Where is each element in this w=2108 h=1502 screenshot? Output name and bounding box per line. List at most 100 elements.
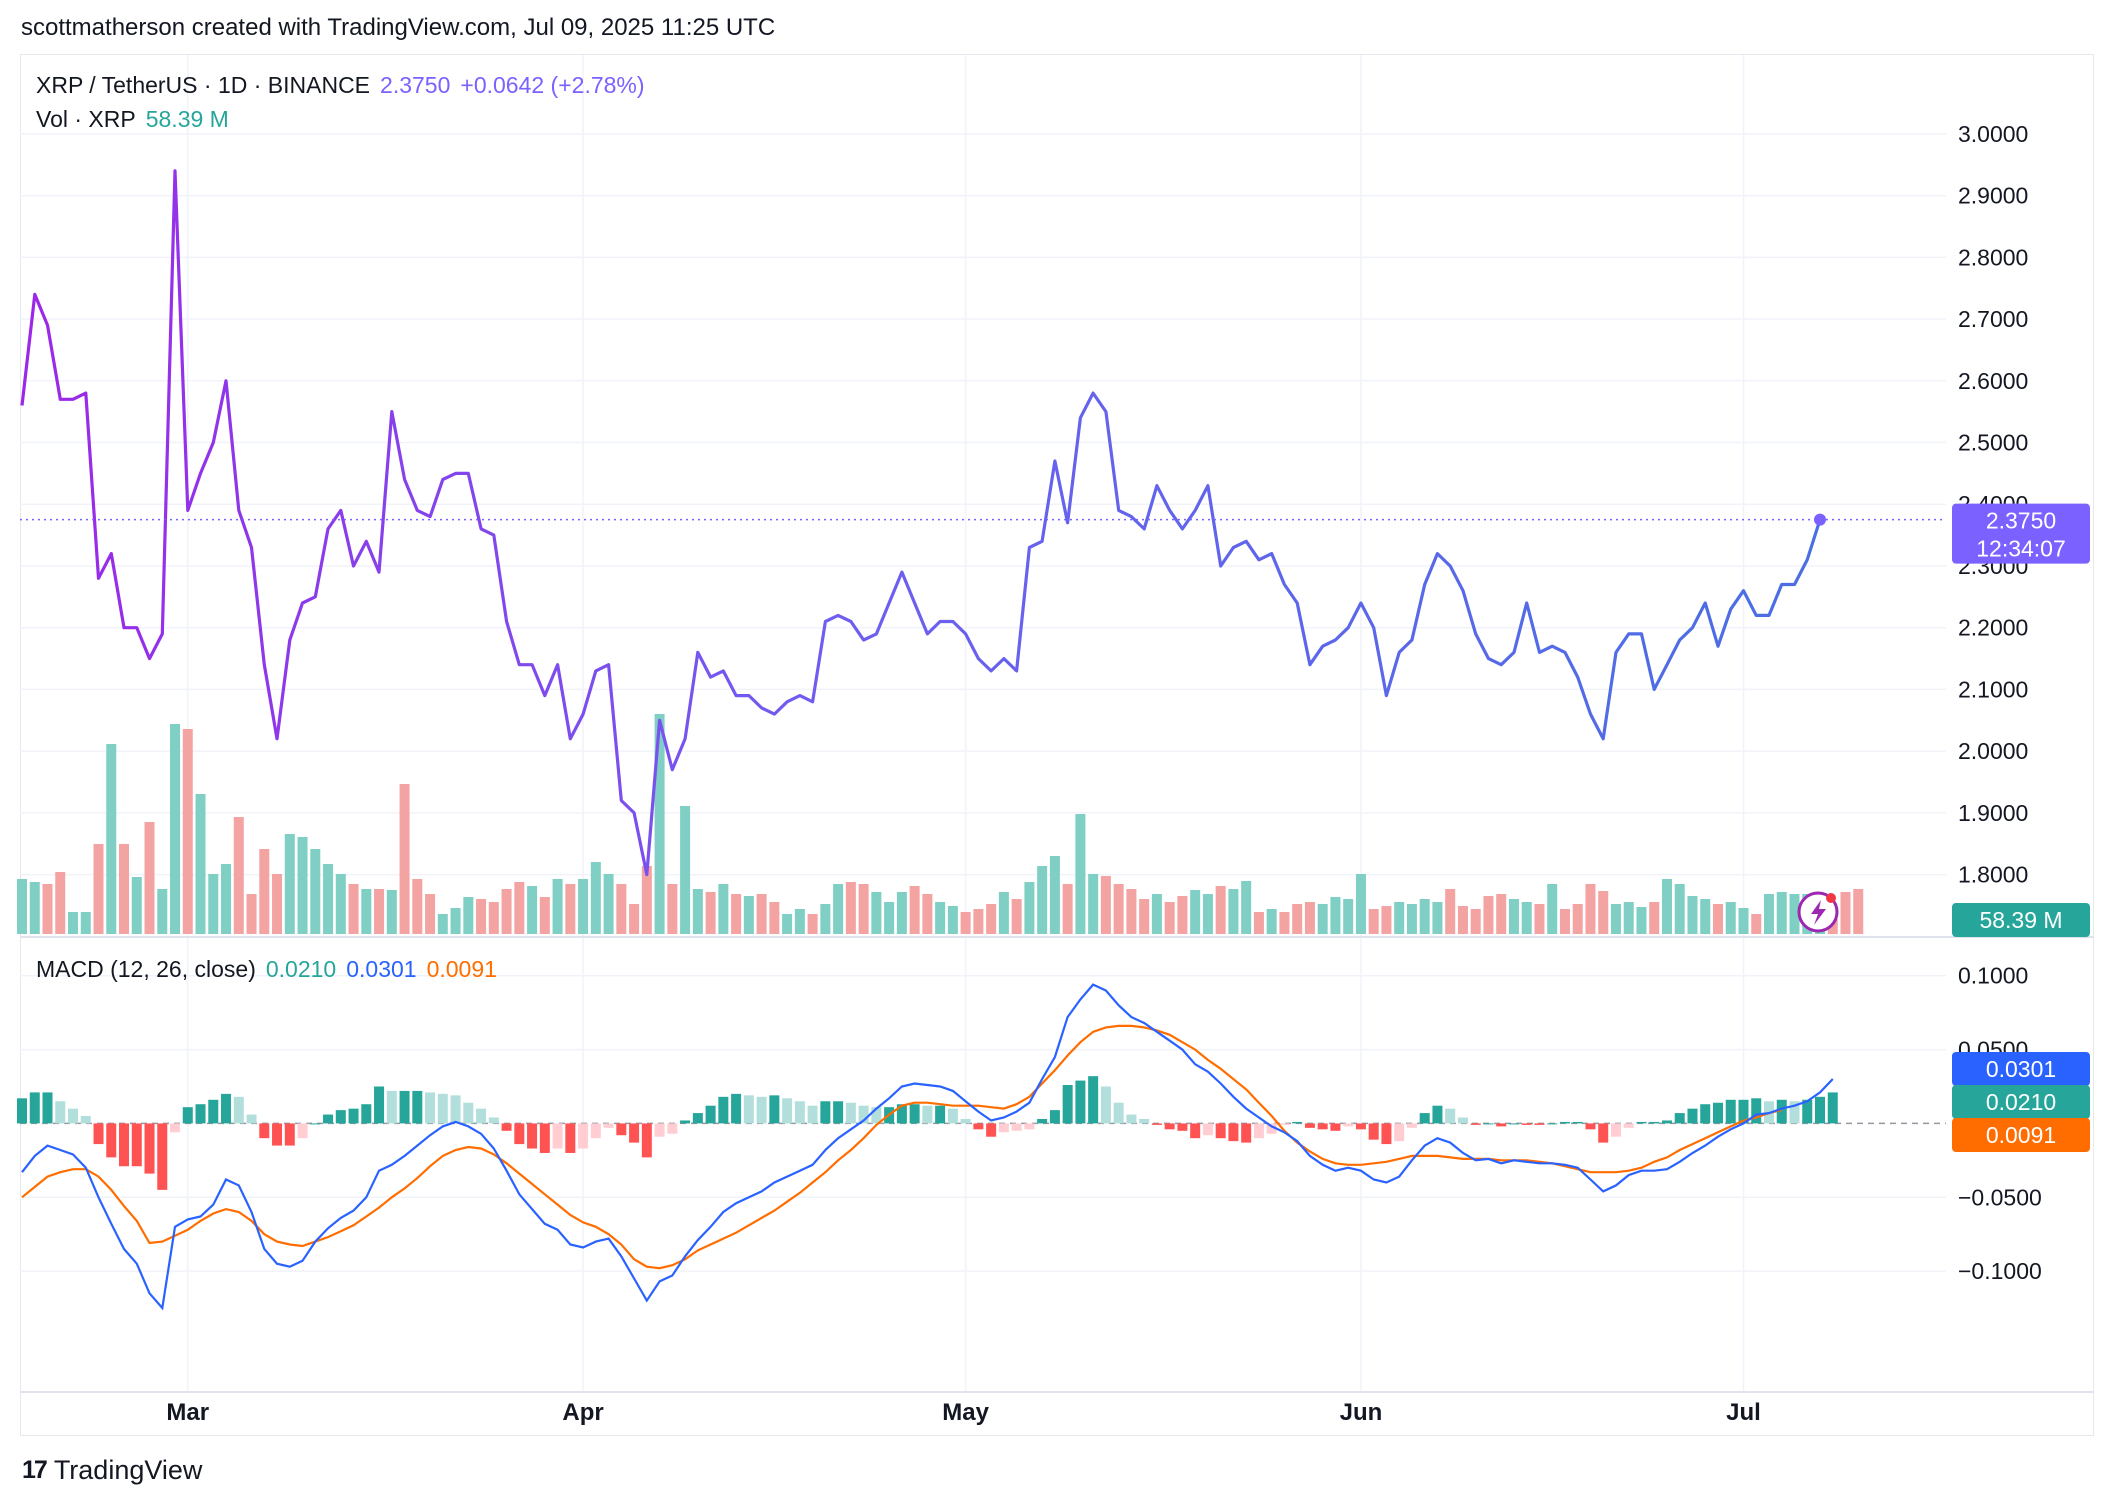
- price-tick-label: 2.8000: [1958, 244, 2028, 270]
- histogram-bar: [488, 1117, 499, 1124]
- macd-histogram: [17, 1076, 1838, 1190]
- tradingview-logo[interactable]: 17 TradingView: [22, 1455, 202, 1486]
- histogram-bar: [93, 1123, 104, 1145]
- price-change: +0.0642 (+2.78%): [460, 72, 645, 98]
- histogram-bar: [1687, 1108, 1698, 1124]
- volume-bar: [1674, 884, 1685, 934]
- histogram-badge-text: 0.0210: [1986, 1089, 2056, 1115]
- volume-bar: [450, 908, 461, 934]
- volume-bar: [157, 889, 168, 934]
- volume-bar: [794, 909, 805, 934]
- volume-bar: [1738, 908, 1749, 934]
- volume-bar: [909, 886, 920, 934]
- volume-bar: [1317, 904, 1328, 934]
- volume-bar: [1215, 886, 1226, 934]
- histogram-bar: [833, 1101, 844, 1124]
- histogram-bar: [1547, 1123, 1558, 1125]
- histogram-bar: [1024, 1123, 1035, 1130]
- macd-hist-value: 0.0210: [265, 956, 337, 982]
- lightning-bolt-icon: [1811, 900, 1826, 925]
- volume-bar: [1164, 902, 1175, 934]
- histogram-bar: [1151, 1123, 1162, 1125]
- volume-bar: [284, 834, 295, 934]
- histogram-bar: [1292, 1121, 1303, 1124]
- volume-bar: [272, 874, 283, 934]
- alert-dot-icon: [1826, 893, 1836, 903]
- volume-bar: [1355, 874, 1366, 934]
- volume-bar: [1623, 902, 1634, 934]
- macd-signal-value: 0.0091: [426, 956, 497, 982]
- volume-bar: [1445, 889, 1456, 934]
- volume-bar: [1649, 902, 1660, 934]
- volume-bar: [463, 897, 474, 934]
- volume-bar: [195, 794, 206, 934]
- volume-bar: [986, 904, 997, 934]
- histogram-bar: [1190, 1123, 1201, 1139]
- histogram-bar: [1738, 1099, 1749, 1124]
- price-badge: [1952, 503, 2090, 564]
- volume-bar: [1075, 814, 1086, 934]
- volume-bar: [1840, 892, 1851, 934]
- histogram-bar: [1266, 1123, 1277, 1134]
- volume-bar: [488, 902, 499, 934]
- histogram-bar: [603, 1123, 614, 1128]
- volume-bar: [29, 882, 40, 934]
- histogram-bar: [1228, 1123, 1239, 1142]
- signal-line: [21, 1024, 1782, 1270]
- histogram-bar: [654, 1123, 665, 1137]
- volume-bar: [335, 874, 346, 934]
- volume-bar: [1572, 904, 1583, 934]
- histogram-bar: [106, 1123, 117, 1158]
- volume-bar: [106, 744, 117, 934]
- volume-bar: [323, 864, 334, 934]
- histogram-bar: [1610, 1123, 1621, 1137]
- histogram-bar: [1355, 1123, 1366, 1130]
- histogram-bar: [1649, 1121, 1660, 1124]
- volume-bar: [412, 879, 423, 934]
- histogram-bar: [170, 1123, 181, 1133]
- histogram-bar: [1100, 1086, 1111, 1124]
- volume-bar: [386, 890, 397, 934]
- volume-bar: [1037, 866, 1048, 934]
- volume-bar: [641, 866, 652, 934]
- volume-bar: [1789, 894, 1800, 934]
- histogram-bar: [1585, 1123, 1596, 1130]
- histogram-bar: [718, 1096, 729, 1124]
- volume-bar: [1113, 884, 1124, 934]
- volume-bar: [871, 892, 882, 934]
- volume-badge: [1952, 903, 2090, 937]
- macd-legend: MACD (12, 26, close) 0.0210 0.0301 0.0091: [36, 956, 507, 983]
- volume-bar: [705, 892, 716, 934]
- price-tick-label: 2.6000: [1958, 368, 2028, 394]
- histogram-bar: [1776, 1099, 1787, 1124]
- histogram-bar: [680, 1120, 691, 1124]
- volume-bar: [221, 864, 232, 934]
- chart-credit: scottmatherson created with TradingView.…: [21, 14, 776, 41]
- histogram-bar: [437, 1093, 448, 1124]
- macd-value: 0.0301: [346, 956, 417, 982]
- histogram-bar: [144, 1123, 155, 1174]
- histogram-bar: [565, 1123, 576, 1153]
- volume-bar: [680, 806, 691, 934]
- volume-bar: [1202, 894, 1213, 934]
- volume-bar: [1139, 899, 1150, 934]
- volume-bar: [399, 784, 410, 934]
- histogram-bar: [1343, 1123, 1354, 1127]
- macd-tick-label: 0.1000: [1958, 963, 2028, 989]
- volume-bar: [1253, 912, 1264, 934]
- volume-bar: [131, 877, 142, 934]
- volume-bar: [1024, 882, 1035, 934]
- histogram-bar: [1113, 1102, 1124, 1124]
- macd-line: [21, 983, 1834, 1311]
- volume-bar: [1304, 902, 1315, 934]
- volume-bar: [1457, 906, 1468, 934]
- tradingview-wordmark: TradingView: [53, 1455, 203, 1485]
- histogram-bar: [348, 1108, 359, 1124]
- histogram-bar: [998, 1123, 1009, 1133]
- histogram-bar: [552, 1123, 563, 1149]
- volume-bar: [1496, 894, 1507, 934]
- histogram-bar: [425, 1092, 436, 1124]
- volume-bar: [998, 892, 1009, 934]
- histogram-bar: [1177, 1123, 1188, 1131]
